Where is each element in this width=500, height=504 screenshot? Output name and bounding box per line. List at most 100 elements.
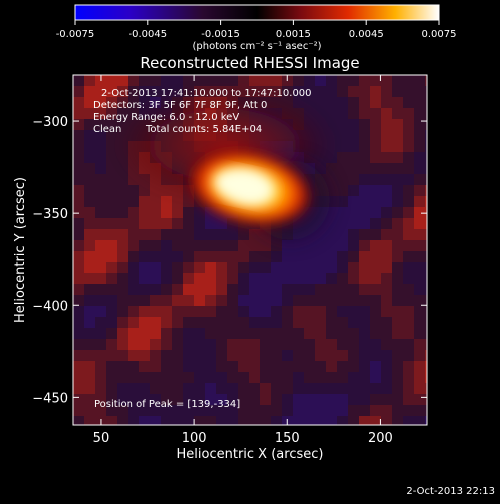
- heatmap-cell: [425, 306, 427, 318]
- heatmap-cell: [381, 86, 393, 98]
- heatmap-cell: [392, 273, 404, 285]
- heatmap-cell: [95, 295, 107, 307]
- heatmap-cell: [194, 251, 206, 263]
- heatmap-cell: [84, 273, 96, 285]
- heatmap-cell: [403, 251, 415, 263]
- heatmap-cell: [227, 306, 239, 318]
- heatmap-cell: [84, 229, 96, 241]
- colorbar-tick-label: -0.0015: [201, 29, 240, 40]
- heatmap-cell: [425, 119, 427, 131]
- heatmap-cell: [337, 262, 349, 274]
- heatmap-cell: [337, 416, 349, 425]
- heatmap-cell: [392, 174, 404, 186]
- heatmap-cell: [370, 97, 382, 109]
- heatmap-cell: [359, 328, 371, 340]
- heatmap-cell: [73, 273, 85, 285]
- heatmap-cell: [73, 350, 85, 362]
- heatmap-cell: [315, 350, 327, 362]
- heatmap-cell: [326, 196, 338, 208]
- heatmap-cell: [337, 350, 349, 362]
- heatmap-cell: [370, 262, 382, 274]
- heatmap-cell: [348, 130, 360, 142]
- heatmap-cell: [381, 108, 393, 120]
- heatmap-cell: [183, 394, 195, 406]
- heatmap-cell: [304, 262, 316, 274]
- heatmap-cell: [260, 86, 272, 98]
- heatmap-cell: [260, 416, 272, 425]
- heatmap-cell: [172, 328, 184, 340]
- x-tick-label: 150: [275, 431, 300, 446]
- heatmap-cell: [150, 328, 162, 340]
- heatmap-cell: [139, 405, 151, 417]
- heatmap-cell: [194, 416, 206, 425]
- heatmap-cell: [381, 130, 393, 142]
- heatmap-cell: [326, 119, 338, 131]
- heatmap-cell: [117, 251, 129, 263]
- heatmap-cell: [337, 229, 349, 241]
- heatmap-cell: [348, 240, 360, 252]
- heatmap-cell: [326, 185, 338, 197]
- heatmap-cell: [117, 317, 129, 329]
- heatmap-cell: [348, 350, 360, 362]
- heatmap-cell: [271, 284, 283, 296]
- heatmap-cell: [282, 306, 294, 318]
- annotation-total-counts: Total counts: 5.84E+04: [145, 124, 262, 135]
- heatmap-cell: [359, 152, 371, 164]
- heatmap-cell: [205, 218, 217, 230]
- heatmap-cell: [359, 130, 371, 142]
- heatmap-cell: [194, 383, 206, 395]
- heatmap-cell: [172, 251, 184, 263]
- heatmap-cell: [315, 284, 327, 296]
- heatmap-cell: [326, 405, 338, 417]
- heatmap-cell: [205, 251, 217, 263]
- heatmap-cell: [139, 240, 151, 252]
- heatmap-cell: [282, 383, 294, 395]
- heatmap-cell: [117, 394, 129, 406]
- y-tick-label: −300: [32, 115, 68, 130]
- colorbar-tick-label: 0.0075: [422, 29, 457, 40]
- heatmap-cell: [304, 295, 316, 307]
- heatmap-cell: [183, 295, 195, 307]
- heatmap-cell: [403, 207, 415, 219]
- heatmap-cell: [304, 328, 316, 340]
- heatmap-cell: [359, 218, 371, 230]
- heatmap-cell: [414, 350, 426, 362]
- heatmap-cell: [183, 207, 195, 219]
- heatmap-cell: [403, 97, 415, 109]
- heatmap-cell: [172, 295, 184, 307]
- heatmap-cell: [238, 306, 250, 318]
- heatmap-cell: [117, 262, 129, 274]
- heatmap-cell: [150, 86, 162, 98]
- heatmap-cell: [128, 196, 140, 208]
- heatmap-cell: [73, 306, 85, 318]
- heatmap-cell: [139, 97, 151, 109]
- heatmap-cell: [337, 119, 349, 131]
- heatmap-cell: [172, 86, 184, 98]
- heatmap-cell: [249, 394, 261, 406]
- heatmap-cell: [348, 416, 360, 425]
- heatmap-cell: [304, 317, 316, 329]
- heatmap-cell: [183, 273, 195, 285]
- heatmap-cell: [403, 141, 415, 153]
- heatmap-cell: [414, 97, 426, 109]
- heatmap-cell: [370, 75, 382, 87]
- heatmap-cell: [425, 394, 427, 406]
- heatmap-cell: [403, 416, 415, 425]
- heatmap-cell: [425, 229, 427, 241]
- heatmap-cell: [348, 405, 360, 417]
- heatmap-cell: [84, 174, 96, 186]
- heatmap-cell: [117, 97, 129, 109]
- heatmap-cell: [337, 251, 349, 263]
- heatmap-cell: [249, 240, 261, 252]
- heatmap-cell: [293, 416, 305, 425]
- heatmap-cell: [139, 339, 151, 351]
- heatmap-cell: [183, 229, 195, 241]
- heatmap-cell: [359, 405, 371, 417]
- heatmap-cell: [392, 284, 404, 296]
- heatmap-cell: [348, 97, 360, 109]
- heatmap-cell: [139, 218, 151, 230]
- heatmap-cell: [161, 207, 173, 219]
- heatmap-cell: [150, 317, 162, 329]
- heatmap-cell: [205, 273, 217, 285]
